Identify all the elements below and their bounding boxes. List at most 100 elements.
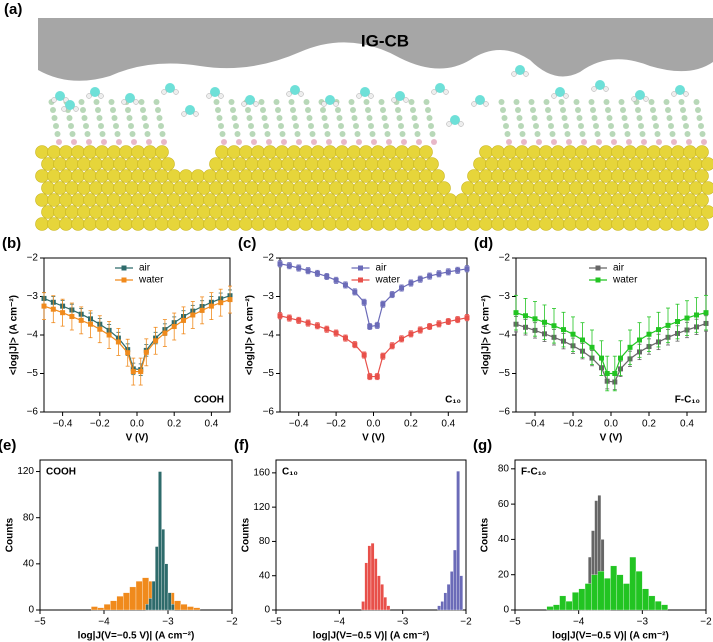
substrate-atom — [479, 145, 493, 159]
substrate-atom — [653, 181, 667, 195]
substrate-atom — [695, 145, 709, 159]
marker — [417, 327, 423, 333]
y-axis-label: <log|J|> (A cm⁻²) — [245, 295, 256, 375]
substrate-atom — [293, 181, 307, 195]
surface-label: IG-CB — [361, 31, 409, 50]
chain-atom — [228, 99, 235, 105]
chain-atom — [576, 115, 583, 121]
bar — [591, 574, 598, 611]
marker — [199, 307, 205, 313]
chain-atom — [369, 131, 376, 137]
chain-atom — [221, 139, 227, 145]
chain-atom — [639, 131, 646, 137]
substrate-atom — [227, 193, 241, 207]
chain-atom — [273, 99, 280, 105]
water-h — [631, 96, 637, 102]
marker — [612, 371, 618, 376]
substrate-atom — [221, 181, 235, 195]
substrate-atom — [509, 205, 523, 219]
substrate-atom — [287, 145, 301, 159]
chain-atom — [416, 139, 422, 145]
chain-atom — [219, 131, 226, 137]
substrate-atom — [509, 181, 523, 195]
chain-atom — [248, 123, 254, 129]
substrate-atom — [467, 193, 481, 207]
substrate-atom — [593, 205, 607, 219]
chain-atom — [114, 131, 121, 137]
substrate-atom — [407, 193, 421, 207]
water-h — [133, 99, 139, 105]
chain-atom — [663, 99, 670, 105]
substrate-atom — [659, 217, 673, 231]
substrate-atom — [491, 193, 505, 207]
marker — [618, 355, 623, 361]
y-axis-label: <log|J|> (A cm⁻²) — [481, 295, 492, 375]
series-line — [43, 299, 231, 373]
substrate-atom — [113, 157, 127, 171]
y-tick-label: −5 — [263, 368, 275, 379]
substrate-atom — [503, 169, 517, 183]
substrate-atom — [305, 181, 319, 195]
chain-atom — [230, 107, 236, 113]
substrate-atom — [479, 169, 493, 183]
substrate-atom — [575, 193, 589, 207]
chain-atom — [573, 99, 580, 105]
substrate-atom — [701, 205, 713, 219]
substrate-atom — [107, 193, 121, 207]
bar — [642, 588, 649, 611]
substrate-atom — [191, 169, 205, 183]
substrate-atom — [611, 169, 625, 183]
chain-atom — [281, 139, 287, 145]
substrate-atom — [137, 181, 151, 195]
substrate-atom — [317, 157, 331, 171]
substrate-atom — [149, 157, 163, 171]
substrate-atom — [125, 181, 139, 195]
chain-atom — [236, 139, 242, 145]
substrate-atom — [413, 157, 427, 171]
substrate-atom — [389, 157, 403, 171]
chain-atom — [686, 139, 692, 145]
substrate-atom — [431, 193, 445, 207]
substrate-atom — [605, 157, 619, 171]
substrate-atom — [407, 169, 421, 183]
substrate-atom — [299, 217, 313, 231]
marker — [399, 336, 405, 342]
legend-marker — [595, 265, 601, 271]
series-line — [279, 315, 468, 378]
substrate-atom — [467, 217, 481, 231]
chain-atom — [669, 131, 676, 137]
bar — [370, 542, 375, 611]
marker — [513, 310, 519, 316]
substrate-atom — [539, 169, 553, 183]
chain-atom — [498, 99, 505, 105]
substrate-atom — [605, 205, 619, 219]
chain-atom — [368, 123, 374, 129]
y-tick-label: −4 — [263, 330, 275, 341]
substrate-atom — [95, 193, 109, 207]
bar — [193, 607, 201, 611]
marker — [324, 326, 330, 332]
plot-frame — [43, 257, 231, 413]
chain-atom — [158, 123, 164, 129]
chain-atom — [293, 123, 299, 129]
substrate-atom — [599, 193, 613, 207]
bar — [110, 600, 117, 611]
bar — [459, 575, 463, 611]
chain-atom — [321, 115, 328, 121]
substrate-atom — [245, 205, 259, 219]
chain-atom — [401, 139, 407, 145]
substrate-atom — [263, 169, 277, 183]
water-o — [555, 87, 565, 97]
marker — [675, 319, 680, 325]
marker — [427, 273, 433, 279]
bar — [610, 565, 618, 611]
chain-atom — [588, 99, 595, 105]
y-tick-label: 0 — [264, 605, 270, 616]
chain-atom — [528, 99, 535, 105]
marker — [367, 374, 373, 380]
substrate-atom — [407, 145, 421, 159]
substrate-atom — [587, 217, 601, 231]
chain-atom — [356, 139, 362, 145]
legend-marker — [121, 265, 127, 271]
